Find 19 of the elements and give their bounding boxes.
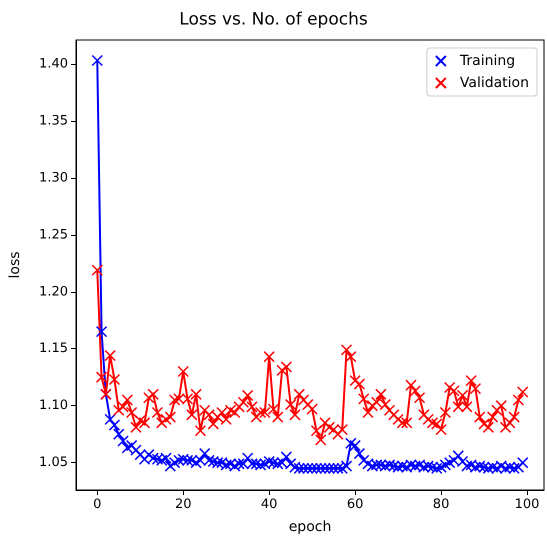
x-tick-label: 60 — [346, 497, 364, 512]
y-tick-label: 1.05 — [39, 455, 68, 470]
y-tick-label: 1.15 — [39, 341, 68, 356]
y-tick-label: 1.35 — [39, 113, 68, 128]
x-axis-title: epoch — [288, 519, 332, 535]
y-tick-label: 1.20 — [39, 284, 68, 300]
x-tick-label: 80 — [432, 497, 450, 512]
chart-title: Loss vs. No. of epochs — [179, 10, 368, 30]
x-tick-label: 100 — [514, 497, 540, 512]
y-tick-label: 1.30 — [39, 170, 68, 186]
y-tick-label: 1.25 — [39, 227, 68, 242]
y-tick-label: 1.10 — [39, 398, 68, 414]
legend-label: Validation — [460, 75, 530, 91]
legend-label: Training — [458, 53, 516, 69]
x-tick-label: 20 — [174, 497, 192, 512]
y-axis-title: loss — [7, 251, 23, 279]
x-tick-label: 0 — [93, 497, 102, 512]
y-tick-label: 1.40 — [39, 56, 68, 72]
x-tick-label: 40 — [260, 497, 278, 512]
